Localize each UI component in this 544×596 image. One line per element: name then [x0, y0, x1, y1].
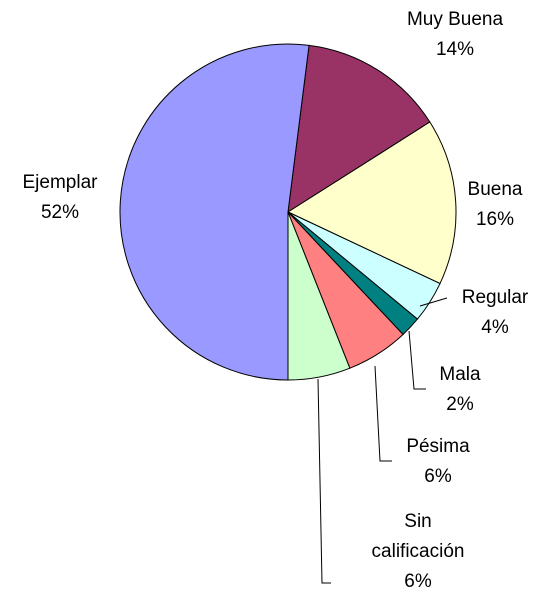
category-label: Buena [467, 179, 523, 200]
category-label: Muy Buena [406, 9, 504, 30]
value-label: 6% [424, 466, 452, 487]
value-label: 6% [404, 571, 432, 592]
slice-label: Pésima 6% [388, 432, 488, 492]
pie-slice [287, 44, 431, 213]
value-label: 16% [475, 209, 515, 230]
slice-label: Sin calificación 6% [368, 507, 468, 596]
leader-line [317, 378, 331, 584]
category-label: Ejemplar [22, 172, 98, 193]
category-label: Pésima [406, 436, 470, 457]
value-label: 14% [435, 39, 475, 60]
category-label: Regular [461, 287, 529, 308]
value-label: 52% [40, 202, 80, 223]
leader-line [419, 297, 448, 307]
pie-slice [286, 121, 457, 285]
category-label: Sin calificación [371, 511, 465, 562]
value-label: 4% [481, 317, 509, 338]
leader-line [408, 330, 426, 390]
category-label: Mala [439, 364, 481, 385]
pie-slice [119, 43, 310, 381]
leader-line [374, 365, 392, 462]
slice-label: Regular 4% [435, 283, 544, 343]
slice-label: Mala 2% [410, 360, 510, 420]
slice-label: Ejemplar 52% [0, 168, 120, 228]
value-label: 2% [446, 394, 474, 415]
slice-label: Buena 16% [435, 175, 544, 235]
slice-label: Muy Buena 14% [390, 5, 520, 65]
